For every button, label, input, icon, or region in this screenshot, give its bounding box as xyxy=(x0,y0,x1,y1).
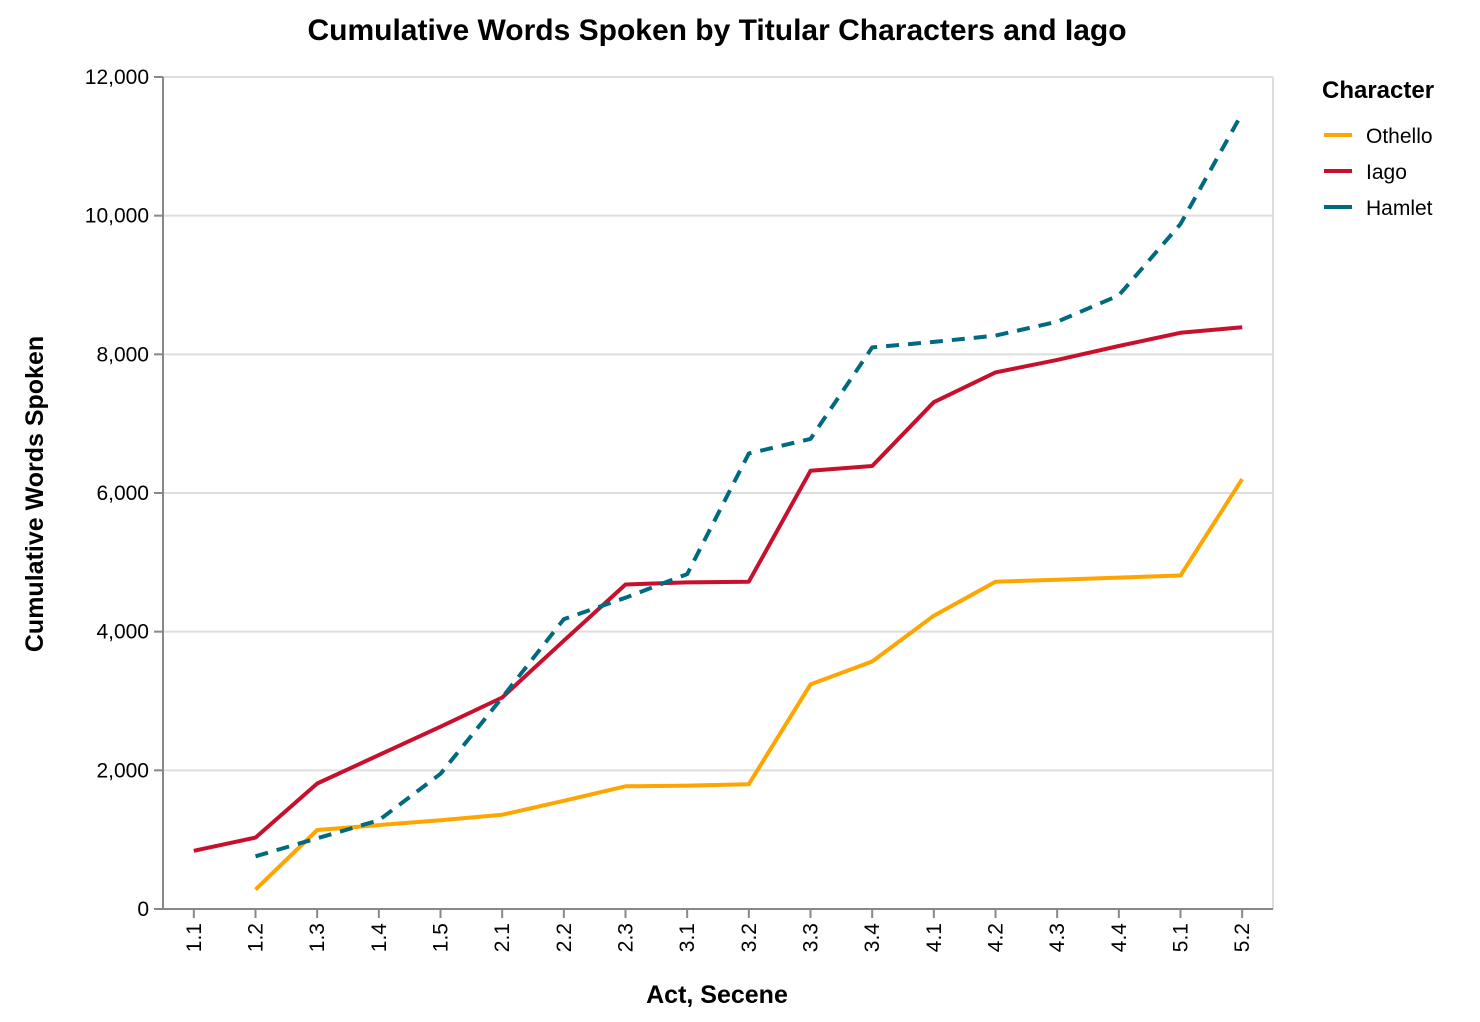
x-tick-label: 4.3 xyxy=(1046,923,1069,952)
x-tick-label: 5.2 xyxy=(1231,923,1254,952)
x-tick-label: 1.4 xyxy=(368,923,391,953)
series-line-hamlet xyxy=(254,112,1244,859)
y-axis-title: Cumulative Words Spoken xyxy=(21,336,49,652)
x-tick-label: 3.4 xyxy=(861,923,884,953)
legend-label-othello: Othello xyxy=(1366,125,1433,148)
x-tick-label: 2.2 xyxy=(553,923,576,952)
x-tick-label: 1.1 xyxy=(183,923,206,952)
x-tick-label: 2.1 xyxy=(491,923,514,952)
x-tick-label: 1.3 xyxy=(306,923,329,952)
y-tick-label: 0 xyxy=(137,898,149,921)
x-tick-label: 3.1 xyxy=(676,923,699,952)
axes: 0 2,000 4,000 6,000 8,000 10,000 12,000 1.1 1.2 1… xyxy=(85,66,1273,952)
x-tick-label: 2.3 xyxy=(615,923,638,952)
x-tick-label: 3.3 xyxy=(800,923,823,952)
y-tick-label: 12,000 xyxy=(85,66,149,89)
x-tick-label: 4.1 xyxy=(923,923,946,952)
x-tick-label: 1.2 xyxy=(245,923,268,952)
y-tick-label: 6,000 xyxy=(96,482,149,505)
chart-title: Cumulative Words Spoken by Titular Chara… xyxy=(307,14,1126,47)
y-tick-label: 10,000 xyxy=(85,205,149,228)
x-axis-title: Act, Secene xyxy=(646,981,788,1009)
y-tick-label: 4,000 xyxy=(96,621,149,644)
legend: Character Othello Iago Hamlet xyxy=(1322,77,1434,220)
x-tick-label: 3.2 xyxy=(738,923,761,952)
series-line-othello xyxy=(254,478,1244,892)
legend-title: Character xyxy=(1322,77,1434,104)
x-tick-label: 1.5 xyxy=(430,923,453,952)
x-tick-label: 5.1 xyxy=(1170,923,1193,952)
legend-label-iago: Iago xyxy=(1366,161,1407,184)
series-line-iago xyxy=(193,325,1243,853)
x-tick-label: 4.4 xyxy=(1108,923,1131,953)
x-tick-label: 4.2 xyxy=(985,923,1008,952)
series-lines xyxy=(193,112,1244,892)
legend-items: Othello Iago Hamlet xyxy=(1324,125,1433,220)
y-tick-label: 8,000 xyxy=(96,343,149,366)
legend-label-hamlet: Hamlet xyxy=(1366,197,1433,220)
gridlines xyxy=(163,76,1274,909)
y-tick-label: 2,000 xyxy=(96,759,149,782)
